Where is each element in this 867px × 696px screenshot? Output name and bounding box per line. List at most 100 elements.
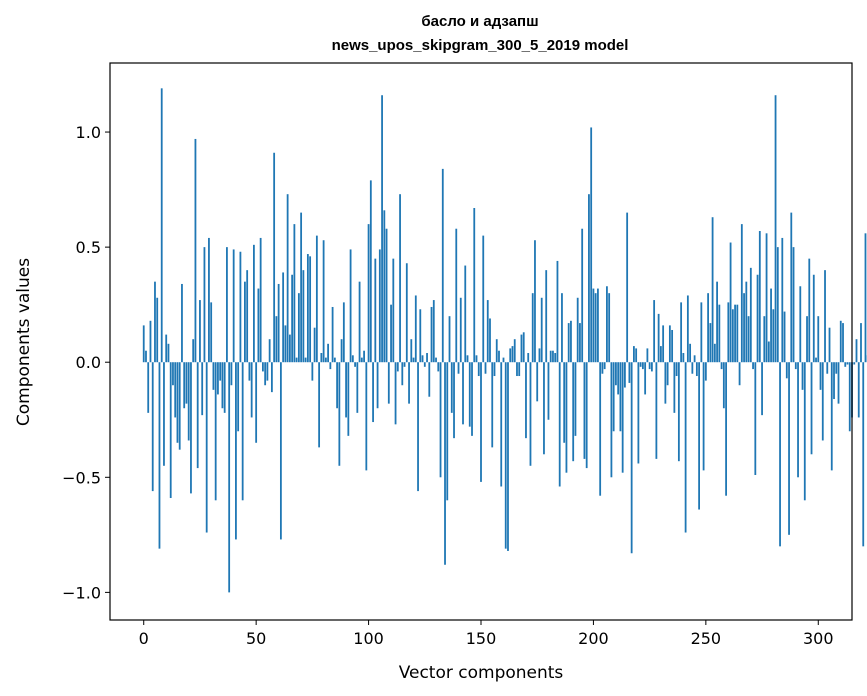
bar	[318, 362, 321, 448]
bar	[525, 362, 527, 439]
bar	[725, 362, 727, 496]
bar	[462, 362, 464, 425]
bar	[396, 362, 399, 372]
bar	[459, 297, 462, 363]
bar	[583, 362, 586, 459]
bar	[466, 355, 469, 363]
bar	[626, 212, 629, 363]
bar	[414, 295, 417, 363]
bar	[570, 320, 572, 363]
bar	[288, 334, 291, 363]
bar	[507, 362, 509, 551]
bar	[729, 242, 732, 363]
bar	[731, 309, 734, 363]
bar	[806, 316, 808, 363]
bar	[664, 362, 667, 404]
bar	[291, 274, 294, 363]
bar	[235, 362, 237, 540]
bar	[711, 217, 714, 363]
bar	[788, 362, 790, 535]
bar	[630, 362, 633, 554]
bar	[149, 320, 152, 363]
bar	[812, 274, 815, 363]
bar	[747, 316, 750, 363]
bar	[444, 362, 446, 565]
bar	[736, 304, 739, 363]
bar	[176, 362, 179, 443]
bar	[846, 362, 849, 365]
bar	[178, 362, 181, 450]
bar	[758, 231, 761, 363]
bar	[212, 362, 215, 390]
bar	[581, 228, 584, 363]
bar	[576, 297, 579, 363]
bar	[633, 346, 635, 363]
bar	[374, 258, 377, 363]
bar	[543, 362, 545, 455]
bar	[412, 357, 415, 363]
bar	[565, 362, 568, 473]
bar	[217, 362, 219, 395]
bar	[435, 357, 437, 363]
bar	[156, 297, 159, 363]
bar	[650, 362, 653, 372]
bar	[606, 286, 608, 363]
bar	[403, 362, 406, 367]
bar	[794, 362, 797, 370]
bar	[203, 247, 206, 363]
bar	[399, 194, 401, 363]
bar	[441, 168, 444, 363]
bar	[354, 362, 356, 367]
bar	[704, 362, 707, 381]
bar	[309, 256, 312, 363]
bar	[387, 362, 390, 404]
bar	[684, 362, 687, 533]
bar	[810, 362, 813, 455]
bar	[682, 353, 685, 363]
bar	[486, 300, 489, 363]
chart-title-line1: басло и адзапш	[421, 13, 538, 30]
bar	[304, 357, 307, 363]
bar	[529, 362, 532, 466]
bar	[428, 362, 431, 397]
bar	[297, 293, 300, 363]
bar	[520, 334, 523, 363]
bar	[779, 362, 781, 547]
bar	[279, 362, 282, 540]
bar	[594, 293, 597, 363]
bar	[835, 362, 838, 374]
bar	[219, 362, 222, 381]
bar	[253, 244, 255, 363]
bar	[857, 362, 860, 418]
bar	[545, 270, 548, 363]
bar	[223, 362, 226, 413]
bar	[160, 88, 163, 363]
bar	[785, 362, 788, 379]
bar	[151, 362, 154, 492]
bar	[437, 362, 440, 372]
bar	[534, 240, 536, 363]
bar	[358, 281, 361, 363]
bar	[493, 362, 496, 377]
bar	[275, 316, 278, 363]
bar	[313, 327, 316, 363]
bar	[702, 362, 705, 471]
bar	[601, 362, 604, 374]
x-axis-ticks: 0 50 100 150 200 250 300	[139, 620, 834, 648]
bar	[199, 300, 201, 363]
bar	[727, 302, 730, 363]
bar	[680, 302, 683, 363]
bar	[417, 362, 419, 492]
bar	[686, 295, 689, 363]
bar	[572, 362, 575, 462]
bar	[628, 362, 631, 383]
bar	[767, 341, 770, 363]
bar	[410, 339, 413, 363]
bar	[455, 228, 458, 363]
bar	[691, 362, 694, 374]
bar	[214, 362, 217, 501]
bar	[509, 348, 512, 363]
bar	[763, 316, 766, 363]
y-axis-label: Components values	[14, 258, 34, 426]
